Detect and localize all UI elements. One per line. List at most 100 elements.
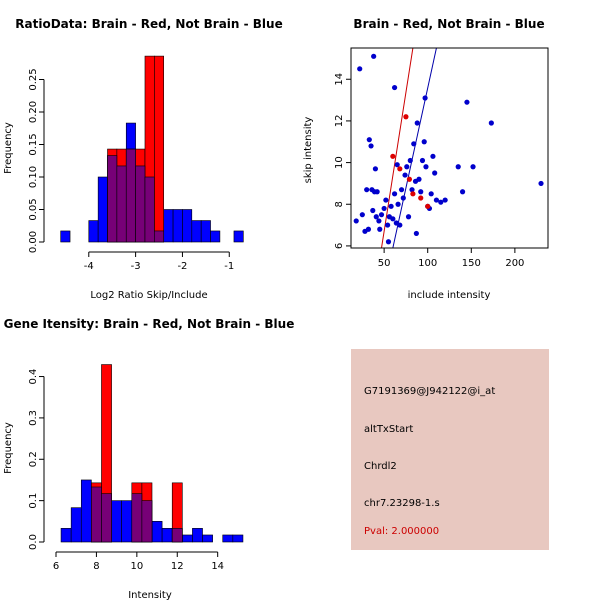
scatter-point-blue-0 bbox=[357, 66, 363, 72]
ratio-histogram-x-tick-label-1: -3 bbox=[131, 261, 141, 272]
intensity-histogram-blue-bar-2 bbox=[80, 479, 92, 543]
intensity-histogram-blue-bar-13 bbox=[192, 528, 203, 543]
ratio-histogram-y-tick-label-4: 0.20 bbox=[28, 101, 39, 123]
intensity-histogram-y-tick-label-0: 0.0 bbox=[28, 534, 39, 550]
scatter-point-blue-39 bbox=[404, 164, 410, 170]
scatter-fit-lines bbox=[381, 48, 437, 248]
scatter-point-blue-46 bbox=[416, 176, 422, 182]
scatter-point-red-1 bbox=[397, 166, 403, 172]
scatter-point-blue-40 bbox=[405, 214, 412, 220]
scatter-point-blue-6 bbox=[488, 120, 494, 126]
scatter-point-blue-58 bbox=[442, 197, 448, 203]
scatter-point-blue-35 bbox=[397, 222, 403, 228]
scatter-point-blue-24 bbox=[381, 205, 387, 212]
scatter-point-blue-16 bbox=[370, 207, 376, 214]
scatter-point-blue-48 bbox=[419, 157, 426, 164]
ratio-histogram-blue-bar-13 bbox=[200, 220, 211, 243]
intensity-histogram-x-tick-label-4: 14 bbox=[211, 561, 224, 572]
scatter-y-tick-label-0: 6 bbox=[334, 243, 345, 249]
ratio-histogram-y-axis: 0.00 0.05 0.10 0.15 0.20 0.25 bbox=[28, 68, 45, 253]
ratio-histogram-xlabel: Log2 Ratio Skip/Include bbox=[90, 290, 207, 301]
intensity-histogram-blue-bar-15 bbox=[222, 534, 234, 543]
scatter-point-blue-49 bbox=[421, 139, 427, 145]
scatter-point-blue-61 bbox=[470, 164, 476, 170]
scatter-point-blue-8 bbox=[353, 218, 359, 224]
intensity-histogram-overlap-bar-1 bbox=[101, 493, 112, 543]
ratio-histogram-overlap-bar-1 bbox=[116, 165, 127, 243]
scatter-point-blue-14 bbox=[368, 143, 374, 149]
scatter-point-blue-18 bbox=[372, 166, 379, 172]
intensity-histogram-panel: Gene Itensity: Brain - Red, Not Brain - … bbox=[3, 317, 294, 600]
scatter-y-tick-label-2: 10 bbox=[334, 156, 345, 169]
ratio-histogram-y-tick-label-2: 0.10 bbox=[28, 166, 39, 188]
ratio-histogram-blue-bar-15 bbox=[233, 230, 244, 243]
scatter-y-axis: 6 8 10 12 14 bbox=[334, 73, 351, 249]
scatter-y-tick-label-3: 12 bbox=[334, 115, 345, 128]
ratio-histogram-blue-bar-9 bbox=[163, 209, 174, 243]
scatter-point-blue-5 bbox=[464, 99, 470, 105]
ratio-histogram-y-tick-label-0: 0.00 bbox=[28, 231, 39, 253]
intensity-histogram-blue-bar-10 bbox=[161, 528, 173, 543]
ratio-histogram-x-tick-label-3: -1 bbox=[224, 261, 234, 272]
scatter-point-blue-22 bbox=[377, 226, 383, 232]
scatter-point-red-0 bbox=[390, 153, 396, 159]
ratio-histogram-overlap-bar-5 bbox=[154, 230, 165, 243]
scatter-point-blue-55 bbox=[432, 170, 438, 176]
intensity-histogram-overlap-bar-3 bbox=[141, 500, 153, 543]
scatter-ylabel: skip intensity bbox=[303, 117, 314, 184]
scatter-point-blue-60 bbox=[459, 189, 466, 195]
scatter-point-red-2 bbox=[403, 114, 409, 120]
scatter-point-red-6 bbox=[425, 203, 431, 209]
ratio-histogram-bars bbox=[60, 55, 244, 243]
scatter-x-tick-label-1: 100 bbox=[418, 258, 437, 269]
scatter-points bbox=[353, 53, 544, 245]
intensity-histogram-x-axis: 6 8 10 12 14 bbox=[53, 551, 224, 572]
intensity-histogram-blue-bar-14 bbox=[202, 534, 213, 543]
intensity-histogram-y-tick-label-1: 0.1 bbox=[28, 493, 39, 509]
intensity-histogram-x-tick-label-0: 6 bbox=[53, 561, 59, 572]
ratio-histogram-blue-bar-12 bbox=[191, 220, 202, 243]
ratio-histogram-blue-bar-11 bbox=[182, 209, 193, 243]
scatter-x-axis: 50 100 150 200 bbox=[378, 248, 524, 269]
scatter-point-blue-23 bbox=[378, 212, 385, 218]
scatter-point-blue-36 bbox=[398, 187, 405, 193]
scatter-point-red-3 bbox=[406, 176, 413, 182]
ratio-histogram-blue-bar-1 bbox=[88, 220, 99, 243]
probe-id: G7191369@J942122@i_at bbox=[364, 386, 496, 397]
intensity-histogram-overlap-bar-0 bbox=[91, 486, 102, 543]
ratio-histogram-panel: RatioData: Brain - Red, Not Brain - Blue… bbox=[3, 17, 283, 301]
intensity-histogram-overlap-bar-2 bbox=[131, 493, 143, 543]
scatter-point-red-4 bbox=[410, 191, 416, 197]
intensity-histogram-x-tick-label-2: 10 bbox=[130, 561, 143, 572]
intensity-histogram-y-axis: 0.0 0.1 0.2 0.3 0.4 bbox=[28, 369, 45, 550]
scatter-fit-line-red bbox=[381, 48, 414, 248]
scatter-point-blue-43 bbox=[411, 141, 417, 147]
scatter-x-tick-label-0: 50 bbox=[378, 258, 391, 269]
scatter-point-blue-50 bbox=[423, 164, 429, 170]
scatter-fit-line-blue bbox=[392, 48, 437, 248]
intensity-histogram-blue-bar-5 bbox=[111, 500, 122, 543]
scatter-plot-frame bbox=[350, 47, 549, 249]
scatter-point-red-5 bbox=[418, 195, 424, 201]
scatter-panel: Brain - Red, Not Brain - Blue include in… bbox=[303, 17, 549, 301]
intensity-histogram-x-tick-label-1: 8 bbox=[93, 561, 99, 572]
scatter-x-tick-label-3: 200 bbox=[505, 258, 524, 269]
intensity-histogram-blue-bar-9 bbox=[151, 521, 163, 543]
scatter-point-blue-41 bbox=[407, 157, 413, 164]
scatter-point-blue-12 bbox=[365, 226, 372, 232]
probe-info-panel: G7191369@J942122@i_at altTxStart Chrdl2 … bbox=[351, 349, 549, 550]
intensity-histogram-blue-bar-0 bbox=[60, 528, 72, 543]
p-value: Pval: 2.000000 bbox=[364, 526, 440, 537]
ratio-histogram-overlap-bar-3 bbox=[135, 165, 146, 243]
ratio-histogram-x-tick-label-2: -2 bbox=[177, 261, 187, 272]
scatter-point-blue-9 bbox=[359, 212, 365, 218]
scatter-point-blue-56 bbox=[433, 197, 440, 203]
ratio-histogram-blue-bar-10 bbox=[172, 209, 183, 243]
gene-name: Chrdl2 bbox=[364, 461, 397, 472]
intensity-histogram-overlap-bar-4 bbox=[171, 528, 183, 543]
scatter-point-blue-42 bbox=[409, 187, 415, 193]
ratio-histogram-x-tick-label-0: -4 bbox=[84, 261, 94, 272]
ratio-histogram-red-bar-5 bbox=[154, 55, 165, 243]
scatter-point-blue-47 bbox=[418, 189, 424, 195]
scatter-xlabel: include intensity bbox=[408, 290, 491, 301]
